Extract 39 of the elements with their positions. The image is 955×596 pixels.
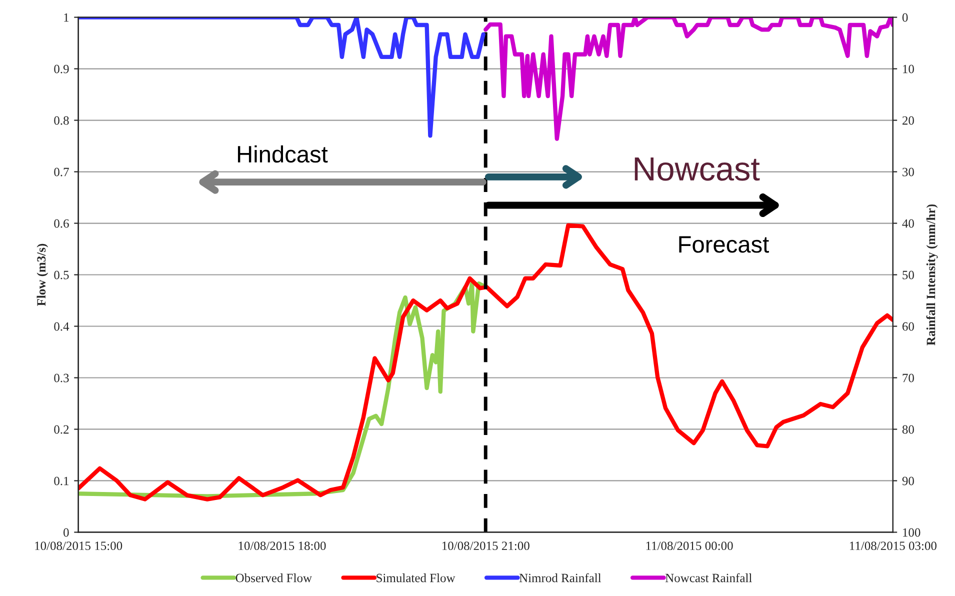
y-tick-label: 0.5 (54, 270, 69, 280)
y-tick-label: 0.8 (54, 116, 69, 125)
y2-tick-label: 90 (902, 476, 914, 486)
y-tick-label: 0.4 (54, 322, 70, 331)
y2-axis-title: Rainfall Intensity (mm/hr) (926, 204, 938, 346)
y-tick-label: 0.1 (54, 476, 69, 486)
y-tick-label: 0.9 (54, 64, 69, 74)
y-tick-label: 0.6 (54, 219, 69, 228)
annotation: Nowcast (634, 157, 760, 181)
x-tick-label: 10/08/2015 21:00 (442, 542, 530, 550)
y2-tick-label: 20 (902, 116, 914, 125)
y2-tick-label: 30 (902, 168, 914, 176)
legend-label: Nimrod Rainfall (519, 573, 602, 582)
legend-label: Simulated Flow (376, 573, 456, 582)
y-tick-label: 0.3 (54, 374, 69, 382)
line-series (78, 223, 893, 502)
y2-tick-label: 0 (902, 13, 908, 22)
y2-tick-label: 100 (903, 528, 920, 537)
x-tick-label: 11/08/2015 03:00 (850, 542, 936, 550)
annotation: Forecast (679, 236, 769, 253)
y2-tick-label: 70 (902, 374, 914, 382)
y-axis-title: Flow (m3/s) (36, 244, 48, 306)
y2-tick-label: 40 (902, 219, 914, 228)
y-tick-label: 0.7 (54, 168, 69, 176)
y-tick-label: 0 (64, 528, 69, 537)
x-tick-label: 11/08/2015 00:00 (646, 542, 733, 550)
y-tick-label: 1 (64, 13, 69, 22)
y2-tick-label: 60 (902, 322, 914, 331)
y2-tick-label: 80 (902, 425, 914, 434)
line-series (78, 17, 486, 138)
x-tick-label: 10/08/2015 15:00 (35, 542, 122, 550)
legend-label: Observed Flow (236, 573, 312, 582)
y2-tick-label: 10 (903, 64, 914, 74)
line-series (484, 17, 893, 141)
x-tick-label: 10/08/2015 18:00 (238, 542, 326, 550)
y-tick-label: 0.2 (54, 425, 69, 434)
annotation: Hindcast (238, 145, 328, 163)
legend-label: Nowcast Rainfall (665, 573, 752, 582)
y2-tick-label: 50 (902, 270, 914, 280)
